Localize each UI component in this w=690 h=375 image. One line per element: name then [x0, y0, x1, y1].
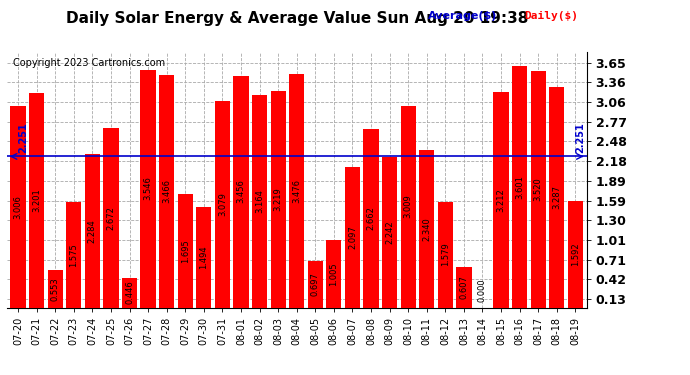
Text: 2.251: 2.251 [575, 122, 585, 153]
Text: 2.097: 2.097 [348, 225, 357, 249]
Text: 3.006: 3.006 [14, 195, 23, 219]
Text: 3.079: 3.079 [218, 192, 227, 216]
Bar [400, 106, 416, 308]
Text: 2.284: 2.284 [88, 219, 97, 243]
Text: 2.662: 2.662 [366, 206, 375, 230]
Bar [10, 106, 26, 308]
Bar [252, 95, 267, 308]
Text: Daily($): Daily($) [524, 11, 578, 21]
Text: 1.695: 1.695 [181, 239, 190, 262]
Text: 3.601: 3.601 [515, 175, 524, 199]
Text: 0.607: 0.607 [460, 275, 469, 299]
Text: 3.456: 3.456 [237, 180, 246, 204]
Text: 0.697: 0.697 [310, 272, 319, 296]
Bar [419, 150, 435, 308]
Bar [66, 202, 81, 308]
Bar [345, 167, 360, 308]
Bar [437, 201, 453, 308]
Bar [48, 270, 63, 308]
Text: Daily Solar Energy & Average Value Sun Aug 20 19:38: Daily Solar Energy & Average Value Sun A… [66, 11, 528, 26]
Bar [141, 69, 156, 308]
Bar [512, 66, 527, 308]
Text: 3.201: 3.201 [32, 188, 41, 212]
Text: 3.164: 3.164 [255, 189, 264, 213]
Bar [456, 267, 471, 308]
Text: 3.520: 3.520 [533, 177, 543, 201]
Bar [531, 71, 546, 308]
Text: 3.212: 3.212 [497, 188, 506, 211]
Bar [382, 157, 397, 308]
Bar [270, 92, 286, 308]
Text: 2.251: 2.251 [18, 122, 28, 153]
Bar [159, 75, 175, 307]
Bar [122, 278, 137, 308]
Text: 0.553: 0.553 [50, 277, 60, 301]
Text: 2.340: 2.340 [422, 217, 431, 241]
Text: 3.287: 3.287 [552, 185, 561, 209]
Text: 3.466: 3.466 [162, 179, 171, 203]
Bar [29, 93, 44, 308]
Bar [196, 207, 211, 308]
Text: 1.005: 1.005 [329, 262, 338, 286]
Bar [215, 101, 230, 308]
Text: Average($): Average($) [428, 11, 497, 21]
Bar [549, 87, 564, 308]
Text: Copyright 2023 Cartronics.com: Copyright 2023 Cartronics.com [12, 58, 165, 68]
Text: 1.575: 1.575 [69, 243, 78, 267]
Bar [104, 128, 119, 308]
Text: 0.446: 0.446 [125, 280, 134, 304]
Bar [493, 92, 509, 308]
Bar [233, 76, 248, 307]
Text: 3.546: 3.546 [144, 177, 152, 201]
Bar [308, 261, 323, 308]
Text: 1.494: 1.494 [199, 246, 208, 269]
Bar [289, 74, 304, 307]
Text: 2.242: 2.242 [385, 220, 394, 244]
Bar [85, 154, 100, 308]
Bar [326, 240, 342, 308]
Text: 0.000: 0.000 [478, 279, 487, 302]
Bar [568, 201, 583, 308]
Text: 3.009: 3.009 [404, 195, 413, 218]
Text: 3.476: 3.476 [292, 179, 302, 203]
Text: 1.579: 1.579 [441, 243, 450, 266]
Text: 3.219: 3.219 [274, 188, 283, 211]
Bar [177, 194, 193, 308]
Text: 2.672: 2.672 [106, 206, 115, 230]
Bar [364, 129, 379, 308]
Text: 1.592: 1.592 [571, 242, 580, 266]
